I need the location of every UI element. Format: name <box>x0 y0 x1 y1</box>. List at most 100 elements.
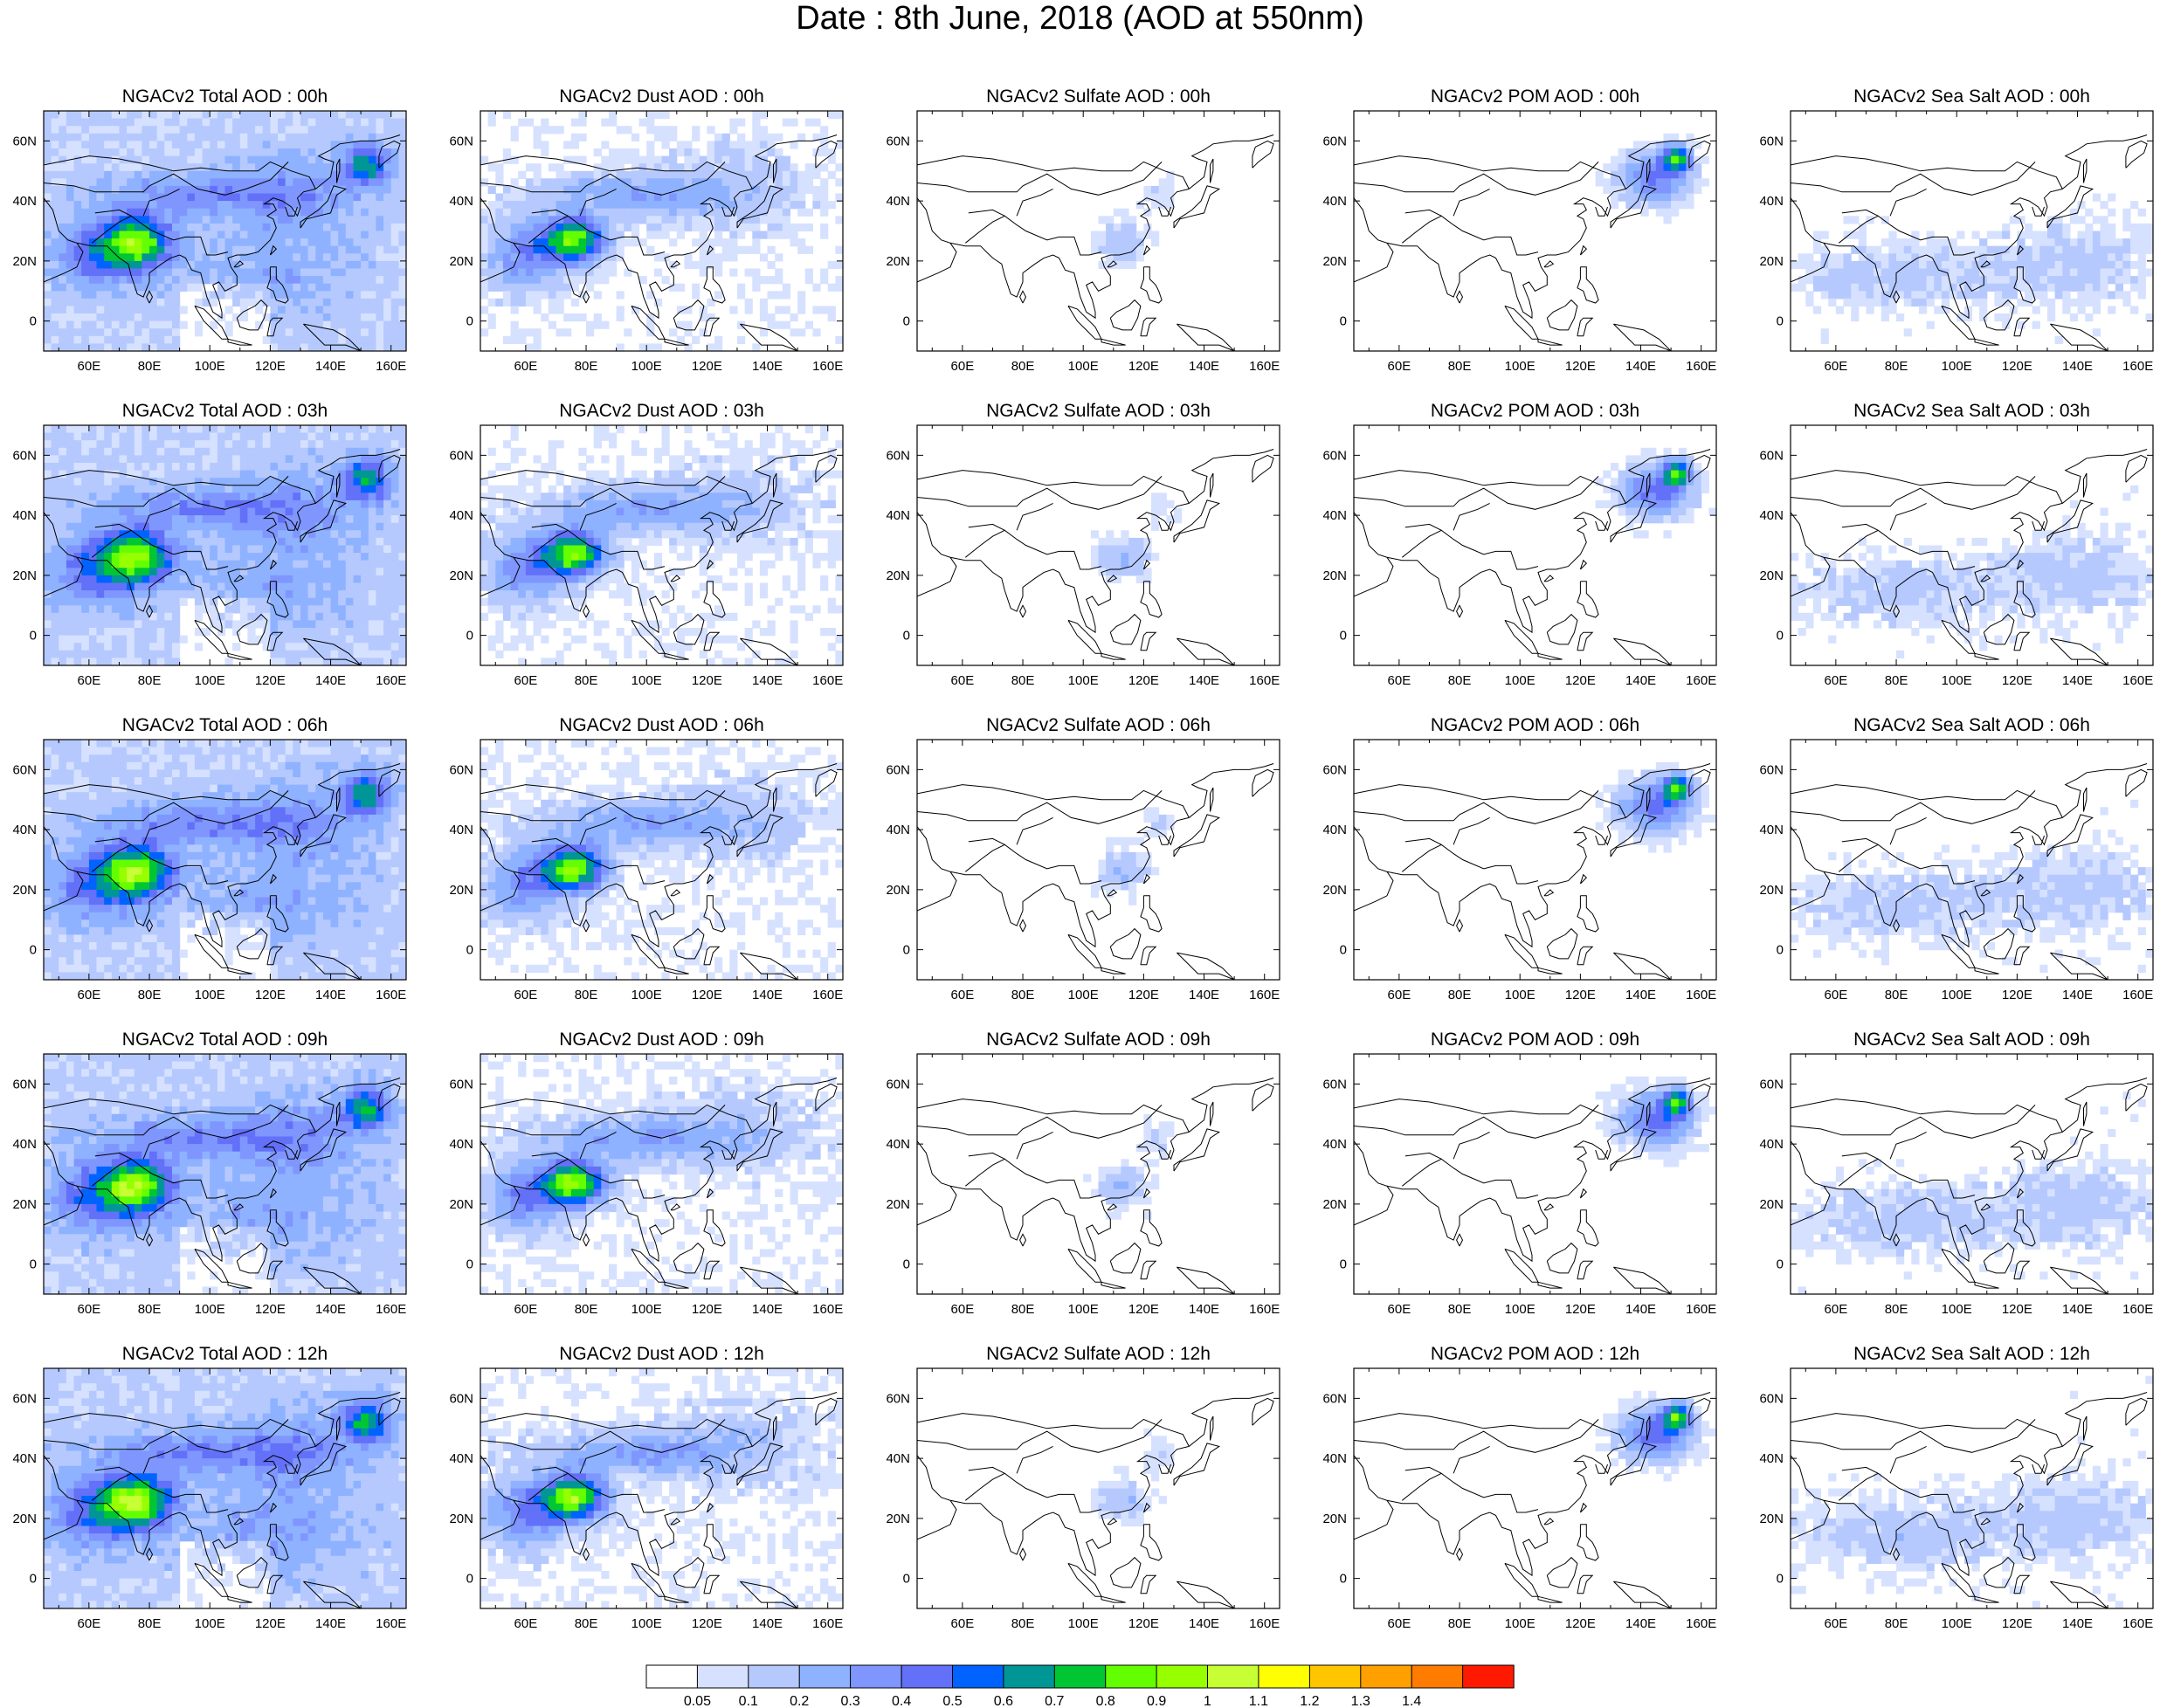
map-frame <box>480 739 844 981</box>
coastline <box>44 134 401 351</box>
lon-label: 100E <box>631 1616 662 1631</box>
coastline <box>44 1392 401 1608</box>
lon-label: 140E <box>2062 988 2093 1002</box>
lon-label: 120E <box>2002 359 2032 374</box>
lon-label: 160E <box>376 1616 406 1631</box>
aod-field <box>1791 799 2153 973</box>
lon-label: 60E <box>514 1302 538 1317</box>
lon-label: 100E <box>1505 359 1535 374</box>
lon-label: 120E <box>692 1616 722 1631</box>
lon-label: 160E <box>812 988 843 1002</box>
map-frame <box>916 424 1280 666</box>
lat-label: 20N <box>12 1512 37 1526</box>
aod-field <box>1595 761 1716 853</box>
colorbar-swatch <box>901 1664 954 1689</box>
aod-field <box>1083 1113 1175 1220</box>
lon-label: 80E <box>138 1616 162 1631</box>
map-panel: NGACv2 POM AOD : 09h 60N 40N 20N 0 60E 80E 100E… <box>1322 1030 1717 1317</box>
map-panel: NGACv2 Sulfate AOD : 09h 60N 40N 20N 0 60E 80E… <box>886 1030 1280 1317</box>
lon-label: 120E <box>2002 1616 2032 1631</box>
lat-label: 60N <box>12 762 37 777</box>
lon-label: 100E <box>1068 1302 1099 1317</box>
lon-label: 140E <box>2062 673 2093 688</box>
lon-label: 100E <box>195 673 225 688</box>
colorbar-label: 0.8 <box>1096 1694 1115 1708</box>
colorbar-label: 1.4 <box>1402 1694 1421 1708</box>
lat-label: 60N <box>1322 134 1347 148</box>
lat-label: 60N <box>12 1391 37 1406</box>
colorbar-label: 0.7 <box>1045 1694 1064 1708</box>
colorbar-label: 1.2 <box>1300 1694 1319 1708</box>
panel-title: NGACv2 POM AOD : 12h <box>1431 1344 1639 1364</box>
lon-label: 100E <box>1505 1302 1535 1317</box>
map-panel: NGACv2 Sulfate AOD : 06h 60N 40N 20N 0 60E 80E… <box>886 715 1280 1002</box>
colorbar-swatch <box>1003 1664 1056 1689</box>
lon-label: 120E <box>1128 988 1159 1002</box>
lon-label: 120E <box>1128 1616 1159 1631</box>
lon-label: 80E <box>575 359 598 374</box>
lon-label: 80E <box>1011 359 1035 374</box>
coastline <box>44 449 401 665</box>
lat-label: 20N <box>449 883 473 898</box>
map-frame <box>1790 424 2154 666</box>
lon-label: 160E <box>2122 988 2153 1002</box>
map-frame <box>1353 1053 1717 1295</box>
lat-label: 60N <box>886 448 910 463</box>
coastline <box>1791 763 2148 980</box>
map-frame <box>916 739 1280 981</box>
colorbar-label: 1.3 <box>1351 1694 1370 1708</box>
map-frame <box>43 1053 407 1295</box>
aod-field <box>1791 193 2153 344</box>
lon-label: 80E <box>1011 1302 1035 1317</box>
lat-label: 20N <box>12 568 37 583</box>
colorbar-label: 0.3 <box>840 1694 859 1708</box>
lon-label: 160E <box>376 988 406 1002</box>
map-panel: NGACv2 Sea Salt AOD : 06h 60N 40N 20N 0 60E 80… <box>1759 715 2154 1002</box>
panel-title: NGACv2 POM AOD : 09h <box>1431 1030 1639 1050</box>
lon-label: 160E <box>376 673 406 688</box>
lon-label: 60E <box>1825 988 1848 1002</box>
panel-title: NGACv2 Dust AOD : 03h <box>559 401 764 421</box>
lat-label: 20N <box>886 568 910 583</box>
lat-label: 60N <box>1322 1077 1347 1092</box>
lon-label: 80E <box>1448 1302 1472 1317</box>
lat-label: 40N <box>12 194 37 209</box>
lat-label: 0 <box>903 629 910 644</box>
map-frame <box>480 110 844 352</box>
aod-field <box>1595 447 1716 539</box>
lon-label: 60E <box>1825 359 1848 374</box>
coastline <box>1791 1078 2148 1294</box>
lon-label: 140E <box>1625 359 1656 374</box>
lon-label: 120E <box>1565 1616 1596 1631</box>
panel-title: NGACv2 Sulfate AOD : 12h <box>986 1344 1211 1364</box>
lat-label: 40N <box>886 1451 910 1466</box>
colorbar-swatch <box>1156 1664 1209 1689</box>
colorbar-label: 0.5 <box>942 1694 962 1708</box>
lat-label: 40N <box>1322 1451 1347 1466</box>
aod-field <box>480 425 843 665</box>
lat-label: 0 <box>1777 629 1784 644</box>
lat-label: 20N <box>1759 254 1784 269</box>
lat-label: 60N <box>12 448 37 463</box>
lon-label: 120E <box>255 673 286 688</box>
colorbar-swatch <box>696 1664 749 1689</box>
panel-title: NGACv2 POM AOD : 00h <box>1431 86 1639 107</box>
lat-label: 40N <box>886 823 910 837</box>
coastline <box>917 134 1274 351</box>
map-panel: NGACv2 Sea Salt AOD : 12h 60N 40N 20N 0 60E 80… <box>1759 1344 2154 1631</box>
lon-label: 100E <box>631 988 662 1002</box>
aod-field <box>1791 485 2153 658</box>
lon-label: 60E <box>1825 1302 1848 1317</box>
lat-label: 40N <box>449 194 473 209</box>
lon-label: 100E <box>1068 359 1099 374</box>
lon-label: 140E <box>315 1302 346 1317</box>
lon-label: 80E <box>1011 988 1035 1002</box>
lat-label: 60N <box>886 1391 910 1406</box>
lat-label: 40N <box>886 194 910 209</box>
lat-label: 20N <box>1759 568 1784 583</box>
lon-label: 80E <box>1885 1302 1908 1317</box>
lon-label: 60E <box>514 1616 538 1631</box>
lon-label: 60E <box>951 359 975 374</box>
aod-field <box>44 1054 406 1294</box>
lon-label: 60E <box>1388 1616 1411 1631</box>
